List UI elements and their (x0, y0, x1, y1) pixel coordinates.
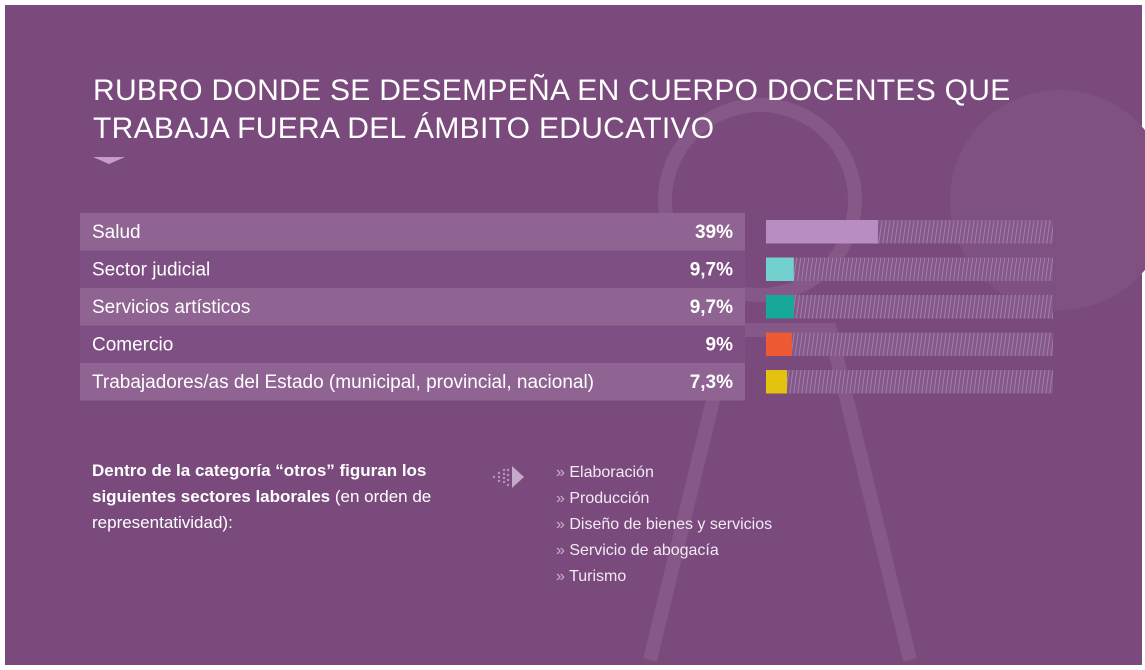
bar (766, 220, 878, 244)
page: Salud 39% Sector judicial 9,7% Servicios art… (0, 0, 1145, 670)
value-label: 9,7% (690, 259, 733, 280)
category-label: Sector judicial (92, 259, 210, 280)
category-label: Servicios artísticos (92, 297, 250, 318)
others-item: Diseño de bienes y servicios (556, 512, 772, 538)
bar (766, 333, 792, 357)
bar (766, 295, 794, 319)
others-list: ElaboraciónProducciónDiseño de bienes y … (556, 460, 772, 590)
bar-track (766, 295, 1053, 319)
title-marker (93, 157, 125, 164)
others-item: Servicio de abogacía (556, 538, 772, 564)
value-label: 39% (695, 222, 733, 243)
chart-title: RUBRO DONDE SE DESEMPEÑA EN CUERPO DOCEN… (93, 72, 1028, 148)
row-band (80, 213, 745, 251)
value-label: 9,7% (690, 297, 733, 318)
value-label: 9% (706, 334, 734, 355)
bar-track (766, 370, 1053, 394)
arrow-icon (493, 466, 524, 488)
category-label: Salud (92, 222, 141, 243)
bar-track (766, 258, 1053, 282)
note: Dentro de la categoría “otros” figuran l… (92, 458, 482, 536)
row-band (80, 326, 745, 364)
others-item: Producción (556, 486, 772, 512)
bar (766, 258, 794, 282)
category-label: Comercio (92, 334, 173, 355)
others-item: Turismo (556, 564, 772, 590)
value-label: 7,3% (690, 372, 733, 393)
category-label: Trabajadores/as del Estado (municipal, p… (92, 372, 594, 393)
others-item: Elaboración (556, 460, 772, 486)
bar (766, 370, 787, 394)
bar-track (766, 333, 1053, 357)
